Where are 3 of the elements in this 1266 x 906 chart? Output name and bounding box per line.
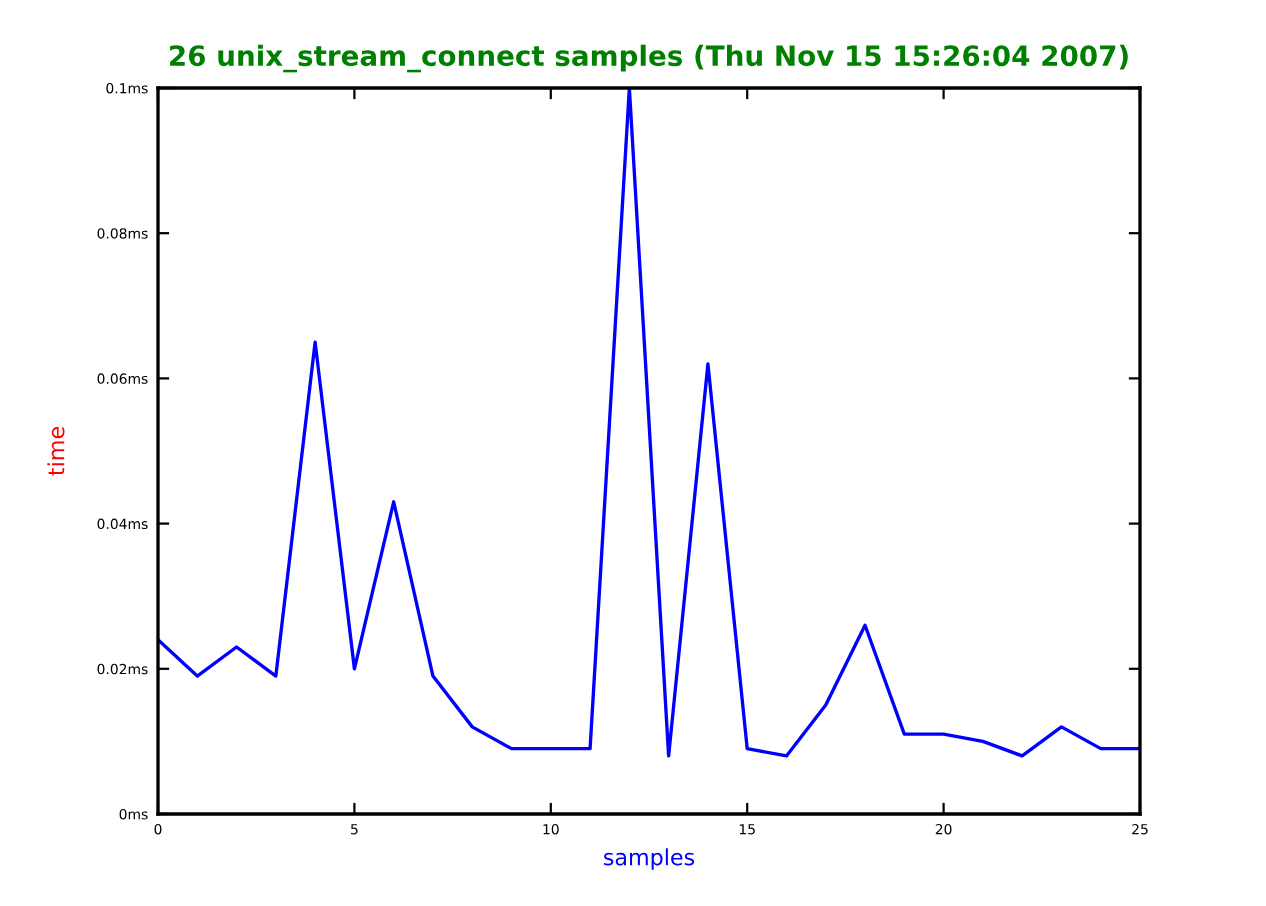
y-axis-title: time — [47, 427, 65, 476]
chart-title: 26 unix_stream_connect samples (Thu Nov 15 15:26:04 2007) — [170, 44, 1128, 73]
x-axis-title: samples — [604, 848, 695, 870]
